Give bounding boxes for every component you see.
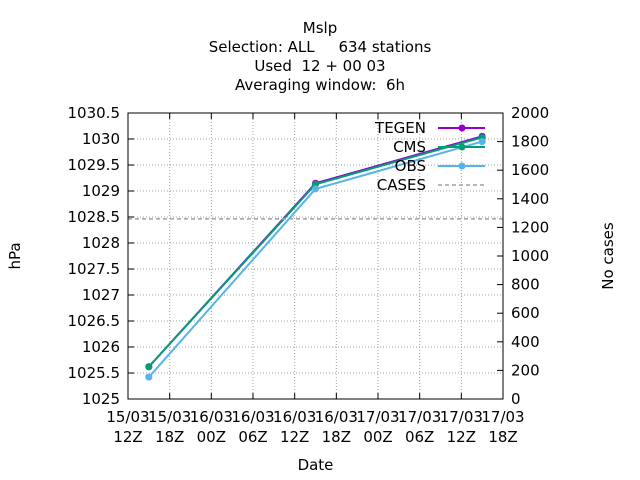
- y-tick-label: 1025.5: [68, 364, 121, 382]
- series-lines: [128, 132, 503, 381]
- x-tick-label: 16/03 06Z: [231, 408, 274, 446]
- series-line: [148, 136, 483, 368]
- x-tick-label: 16/03 12Z: [273, 408, 316, 446]
- x-tick-label: 17/03 18Z: [481, 408, 524, 446]
- title-line-3: Averaging window: 6h: [235, 76, 405, 94]
- series-tegen: [145, 132, 486, 371]
- series-line: [148, 140, 483, 378]
- x-tick-label: 16/03 00Z: [190, 408, 233, 446]
- y2-tick-label: 1800: [511, 133, 549, 151]
- series-line: [148, 135, 483, 368]
- y2-tick-label: 1200: [511, 218, 549, 236]
- y-tick-label: 1026: [82, 338, 120, 356]
- legend-label: OBS: [395, 157, 426, 175]
- y-tick-label: 1026.5: [68, 312, 121, 330]
- legend-label: CASES: [377, 176, 426, 194]
- legend-marker: [458, 143, 466, 151]
- y2-tick-label: 1000: [511, 247, 549, 265]
- y-tick-label: 1027: [82, 286, 120, 304]
- legend-label: CMS: [393, 138, 426, 156]
- x-tick-label: 17/03 12Z: [440, 408, 483, 446]
- x-tick-label: 15/03 18Z: [148, 408, 191, 446]
- y-tick-label: 1030: [82, 130, 120, 148]
- y2-axis-label: No cases: [599, 222, 617, 290]
- data-point: [478, 138, 486, 146]
- title-line-1: Selection: ALL 634 stations: [209, 38, 432, 56]
- data-point: [145, 373, 153, 381]
- series-obs: [145, 138, 486, 381]
- y2-tick-label: 1600: [511, 161, 549, 179]
- legend-label: TEGEN: [374, 119, 426, 137]
- x-axis-label: Date: [298, 456, 334, 474]
- y-tick-label: 1029.5: [68, 156, 121, 174]
- y-tick-label: 1028: [82, 234, 120, 252]
- y-tick-label: 1029: [82, 182, 120, 200]
- y2-tick-label: 200: [511, 361, 540, 379]
- y-tick-label: 1025: [82, 390, 120, 408]
- y-tick-label: 1030.5: [68, 104, 121, 122]
- grid: [128, 113, 503, 399]
- y2-tick-label: 2000: [511, 104, 549, 122]
- series-cms: [145, 133, 486, 371]
- y2-tick-label: 400: [511, 333, 540, 351]
- x-tick-label: 15/03 12Z: [106, 408, 149, 446]
- x-tick-label: 17/03 00Z: [356, 408, 399, 446]
- y2-tick-label: 800: [511, 276, 540, 294]
- legend-marker: [458, 124, 466, 132]
- y2-tick-label: 600: [511, 304, 540, 322]
- axis-ticks: 1025 1025.5 1026 1026.5 1027 1027.5 1028 1028.5…: [68, 104, 550, 446]
- data-point: [145, 363, 153, 371]
- x-tick-label: 16/03 18Z: [315, 408, 358, 446]
- y-tick-label: 1027.5: [68, 260, 121, 278]
- y2-tick-label: 0: [511, 390, 521, 408]
- title-line-2: Used 12 + 00 03: [254, 57, 385, 75]
- title-line-0: Mslp: [303, 19, 337, 37]
- y-axis-label: hPa: [6, 242, 24, 269]
- y-tick-label: 1028.5: [68, 208, 121, 226]
- data-point: [312, 185, 319, 193]
- y2-tick-label: 1400: [511, 190, 549, 208]
- plot-frame: [127, 112, 504, 400]
- x-tick-label: 17/03 06Z: [398, 408, 441, 446]
- legend-marker: [458, 162, 466, 170]
